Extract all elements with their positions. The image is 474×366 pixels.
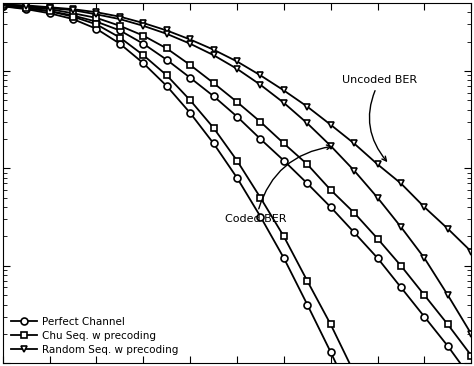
Text: Coded BER: Coded BER [225, 145, 331, 224]
Legend: Perfect Channel, Chu Seq. w precoding, Random Seq. w precoding: Perfect Channel, Chu Seq. w precoding, R… [8, 313, 182, 358]
Text: Uncoded BER: Uncoded BER [342, 75, 418, 161]
